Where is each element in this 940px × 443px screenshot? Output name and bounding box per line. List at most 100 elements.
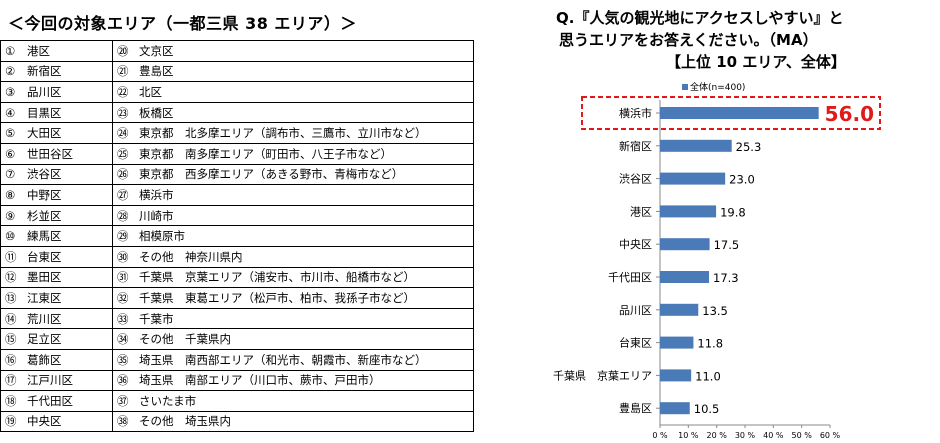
area-name: 葛飾区 [27,352,62,367]
area-number: ① [5,43,16,58]
area-name: 新宿区 [27,64,62,79]
category-label: 台東区 [619,336,652,350]
area-name: 板橋区 [139,105,174,120]
bar [660,205,717,218]
value-label: 23.0 [729,173,755,187]
area-name: 千葉県 京葉エリア（浦安市、市川市、船橋市など） [139,270,415,285]
legend-label: 全体(n=400) [690,81,745,93]
area-number: ⑱ [5,393,17,408]
area-number: ㉓ [117,105,129,120]
area-cell-left: ⑦ 渋谷区 [0,163,113,186]
category-label: 港区 [630,205,652,218]
area-name: 北区 [139,84,162,99]
area-name: 台東区 [27,249,62,264]
area-name: その他 千葉県内 [139,332,231,347]
area-number: ③ [5,84,16,99]
x-tick-label: 0 % [652,431,668,440]
category-label: 横浜市 [619,106,652,120]
area-name: 文京区 [139,43,174,58]
bar [660,139,732,152]
area-number: ⑫ [5,270,17,285]
area-name: 江戸川区 [27,373,73,388]
category-label: 新宿区 [619,139,652,153]
value-label: 13.5 [702,304,728,318]
area-number: ㉕ [117,146,129,161]
area-number: ⑭ [5,311,17,326]
area-list-title: ＜今回の対象エリア（一都三県 38 エリア）＞ [8,14,357,33]
area-name: その他 神奈川県内 [139,249,243,264]
area-number: ⑬ [5,290,17,305]
area-number: ㉗ [117,187,129,202]
area-number: ㊳ [117,414,129,429]
area-cell-left: ① 港区 [0,40,113,62]
x-tick-label: 50 % [792,431,813,440]
area-cell-left: ⑰ 江戸川区 [0,369,113,392]
area-number: ㉞ [117,332,129,347]
area-cell-left: ⑥ 世田谷区 [0,142,113,165]
area-name: 荒川区 [27,311,62,326]
area-cell-left: ⑬ 江東区 [0,287,113,309]
value-label: 11.0 [695,369,721,383]
value-label: 17.5 [714,238,740,252]
category-label: 豊島区 [619,401,652,415]
area-name: 杉並区 [27,208,62,223]
highlight-box [581,96,881,130]
area-name: 中央区 [27,414,62,429]
area-name: 足立区 [27,332,62,347]
area-number: ㉙ [117,229,129,244]
area-name: 東京都 南多摩エリア（町田市、八王子市など） [139,146,392,161]
area-number: ㉖ [117,167,129,182]
bar [660,107,819,119]
area-number: ⑧ [5,187,16,202]
area-cell-right: ⑳ 文京区 [112,40,474,62]
value-label: 11.8 [697,337,723,351]
area-name: 練馬区 [27,229,62,244]
area-cell-left: ⑧ 中野区 [0,184,113,206]
area-cell-left: ⑨ 杉並区 [0,204,113,227]
category-label: 千葉県 京葉エリア [553,368,652,382]
area-number: ⑮ [5,332,17,347]
category-label: 渋谷区 [619,173,652,186]
area-cell-left: ⑲ 中央区 [0,410,113,433]
category-label: 千代田区 [608,271,652,284]
area-name: さいたま市 [139,393,197,408]
question-line-3: 【上位 10 エリア、全体】 [666,53,846,71]
value-label: 17.3 [713,271,739,285]
question-line-2: 思うエリアをお答えください。（MA） [559,31,818,49]
area-name: 目黒区 [27,105,62,120]
x-tick-label: 30 % [735,431,756,440]
area-name: 渋谷区 [27,167,62,182]
x-tick-label: 60 % [820,431,841,440]
area-number: ⑦ [5,167,16,182]
area-number: ㉘ [117,208,129,223]
bar-chart: 全体(n=400) 0 % 10 % 20 % 30 % 40 % 50 % 60 % 横浜市 5… [553,81,881,440]
value-label-highlight: 56.0 [825,102,874,126]
table-row: ① 港区 ⑳ 文京区 [0,40,474,62]
area-number: ㉒ [117,84,129,99]
bar [660,402,690,415]
area-name: 川崎市 [139,208,174,223]
area-cell-left: ② 新宿区 [0,60,113,83]
area-name: 墨田区 [27,270,62,285]
area-name: 相模原市 [139,229,185,244]
